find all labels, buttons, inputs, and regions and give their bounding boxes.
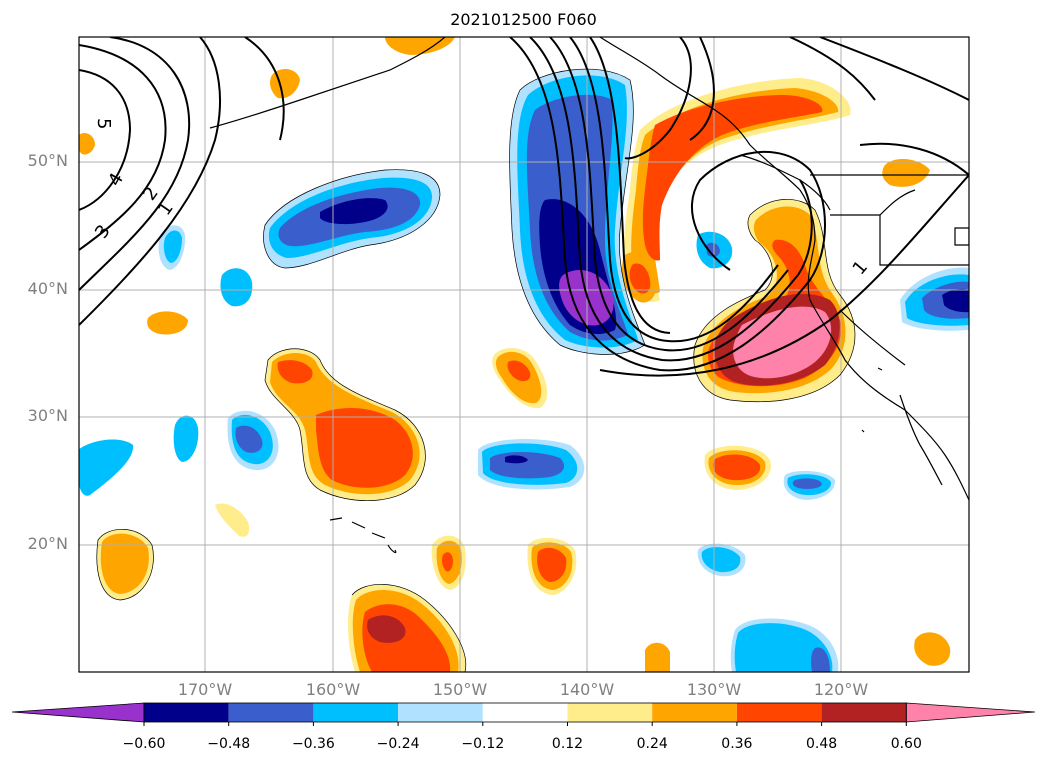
colorbar-bin — [736, 703, 822, 722]
colorbar-tick: 0.36 — [721, 736, 753, 752]
colorbar-bin — [398, 703, 483, 722]
colorbar-tick: −0.12 — [461, 736, 505, 752]
colorbar-bin — [144, 703, 229, 722]
colorbar-bin — [821, 703, 907, 722]
colorbar-tick: 0.24 — [636, 736, 668, 752]
contour-label: 1 — [849, 257, 872, 279]
anomaly-field — [79, 37, 969, 672]
lon-label-160w: 160°W — [305, 680, 361, 699]
lat-label-50n: 50°N — [27, 151, 68, 170]
colorbar-tick: 0.48 — [806, 736, 838, 752]
lon-label-130w: 130°W — [686, 680, 742, 699]
colorbar-bin — [313, 703, 399, 722]
colorbar-bin — [228, 703, 314, 722]
colorbar-tick: −0.24 — [376, 736, 420, 752]
lon-label-140w: 140°W — [559, 680, 615, 699]
colorbar-bin — [567, 703, 653, 722]
colorbar-tick: 0.12 — [551, 736, 584, 752]
colorbar-extend-low — [11, 702, 145, 723]
lat-label-30n: 30°N — [27, 406, 68, 425]
map-title: 2021012500 F060 — [450, 10, 597, 29]
contour-labels: 5 4 3 2 1 1 — [91, 118, 872, 279]
colorbar-bin — [652, 703, 737, 722]
colorbar-tick: −0.48 — [207, 736, 251, 752]
height-contours — [79, 37, 969, 377]
small-anomaly-cells — [79, 37, 969, 672]
contour-label: 4 — [104, 170, 128, 190]
coastlines — [209, 37, 969, 554]
colorbar-extend-high — [905, 702, 1036, 723]
lon-label-170w: 170°W — [177, 680, 233, 699]
lat-label-20n: 20°N — [27, 534, 68, 553]
north-pacific-negative-anomaly — [263, 169, 440, 268]
colorbar-tick: −0.36 — [291, 736, 335, 752]
coastal-positive-anomaly — [693, 199, 855, 402]
central-positive-anomaly — [265, 348, 426, 501]
colorbar — [11, 702, 1036, 726]
lon-label-150w: 150°W — [432, 680, 488, 699]
contour-label: 1 — [154, 198, 178, 219]
colorbar-tick: −0.60 — [122, 736, 166, 752]
contour-label: 5 — [93, 118, 114, 129]
graticule — [79, 37, 969, 672]
lon-label-120w: 120°W — [813, 680, 869, 699]
lat-label-40n: 40°N — [27, 279, 68, 298]
colorbar-bin — [482, 703, 568, 722]
colorbar-tick: 0.60 — [890, 736, 922, 752]
map-frame — [78, 36, 970, 673]
colorbar-frame — [143, 702, 907, 723]
